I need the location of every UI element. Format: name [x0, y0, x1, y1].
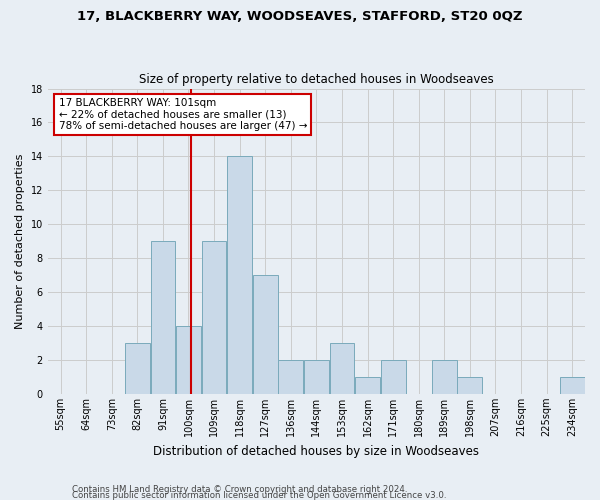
Bar [457, 377, 482, 394]
Text: 17 BLACKBERRY WAY: 101sqm
← 22% of detached houses are smaller (13)
78% of semi-: 17 BLACKBERRY WAY: 101sqm ← 22% of detac… [59, 98, 307, 131]
Bar [176, 326, 201, 394]
Bar [125, 343, 150, 394]
Bar [432, 360, 457, 394]
Bar [278, 360, 303, 394]
Text: Contains public sector information licensed under the Open Government Licence v3: Contains public sector information licen… [72, 490, 446, 500]
Bar [253, 275, 278, 394]
Bar [227, 156, 252, 394]
Text: 17, BLACKBERRY WAY, WOODSEAVES, STAFFORD, ST20 0QZ: 17, BLACKBERRY WAY, WOODSEAVES, STAFFORD… [77, 10, 523, 23]
Bar [355, 377, 380, 394]
Text: Contains HM Land Registry data © Crown copyright and database right 2024.: Contains HM Land Registry data © Crown c… [72, 484, 407, 494]
Bar [329, 343, 355, 394]
Y-axis label: Number of detached properties: Number of detached properties [15, 154, 25, 329]
X-axis label: Distribution of detached houses by size in Woodseaves: Distribution of detached houses by size … [154, 444, 479, 458]
Bar [151, 241, 175, 394]
Title: Size of property relative to detached houses in Woodseaves: Size of property relative to detached ho… [139, 73, 494, 86]
Bar [202, 241, 226, 394]
Bar [304, 360, 329, 394]
Bar [560, 377, 584, 394]
Bar [381, 360, 406, 394]
